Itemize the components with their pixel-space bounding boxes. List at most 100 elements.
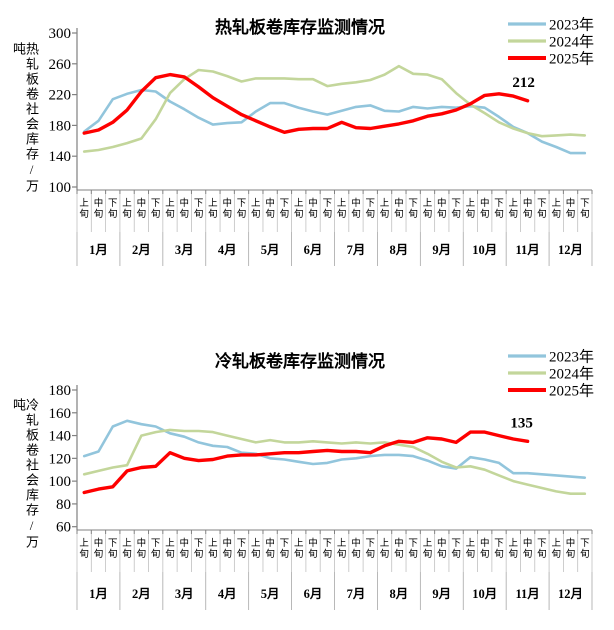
y-tick-label: 140 (49, 149, 72, 165)
series-line-2024年 (82, 64, 587, 153)
period-label: 中旬 (308, 197, 318, 220)
month-label: 2月 (132, 587, 151, 601)
month-label: 2月 (132, 243, 151, 257)
month-label: 9月 (432, 243, 451, 257)
y-tick-label: 100 (49, 180, 72, 196)
y-tick-label: 180 (49, 383, 72, 399)
period-label: 中旬 (94, 197, 104, 220)
period-label: 上旬 (509, 198, 519, 220)
month-label: 5月 (261, 243, 280, 257)
period-label: 中旬 (137, 197, 147, 220)
legend-label-2023年: 2023年 (549, 349, 594, 366)
period-label: 上旬 (165, 198, 175, 220)
legend-label-2025年: 2025年 (549, 383, 594, 400)
period-label: 下旬 (451, 199, 461, 220)
y-tick-label: 80 (56, 497, 71, 513)
month-label: 4月 (218, 587, 237, 601)
period-label: 下旬 (108, 539, 118, 560)
y-tick-label: 100 (49, 474, 72, 490)
period-label: 下旬 (494, 539, 504, 560)
period-label: 上旬 (294, 538, 304, 560)
month-label: 9月 (432, 587, 451, 601)
period-label: 下旬 (451, 539, 461, 560)
period-label: 上旬 (380, 198, 390, 220)
period-label: 下旬 (194, 199, 204, 220)
hot-rolled-y-axis-title: 热轧板卷社会库存/万吨 (11, 42, 39, 194)
series-line-2023年 (82, 419, 587, 479)
month-label: 6月 (304, 243, 323, 257)
period-label: 中旬 (180, 197, 190, 220)
hot-rolled-line-chart: 热轧板卷库存监测情况300260220180140100上旬中旬下旬上旬中旬下旬… (49, 17, 594, 266)
series-line-2023年 (82, 88, 587, 155)
period-label: 上旬 (251, 538, 261, 560)
period-label: 下旬 (151, 199, 161, 220)
period-label: 上旬 (337, 538, 347, 560)
y-tick-label: 60 (56, 520, 71, 536)
period-label: 上旬 (551, 538, 561, 560)
month-label: 12月 (558, 587, 583, 601)
period-label: 中旬 (351, 197, 361, 220)
series-line-2024年 (82, 428, 587, 495)
period-label: 下旬 (194, 539, 204, 560)
month-label: 10月 (472, 243, 497, 257)
period-label: 中旬 (523, 537, 533, 560)
period-label: 上旬 (122, 198, 132, 220)
month-label: 11月 (515, 587, 539, 601)
period-label: 下旬 (366, 539, 376, 560)
legend-label-2025年: 2025年 (549, 51, 594, 68)
month-label: 6月 (304, 587, 323, 601)
period-label: 中旬 (437, 537, 447, 560)
period-label: 下旬 (366, 199, 376, 220)
period-label: 上旬 (122, 538, 132, 560)
period-label: 下旬 (494, 199, 504, 220)
period-label: 中旬 (351, 537, 361, 560)
y-tick-label: 220 (49, 88, 72, 104)
period-label: 下旬 (151, 539, 161, 560)
period-label: 中旬 (480, 197, 490, 220)
month-label: 1月 (89, 587, 108, 601)
chart-title: 冷轧板卷库存监测情况 (215, 351, 385, 371)
series-line-2025年 (82, 72, 530, 135)
period-label: 上旬 (423, 538, 433, 560)
period-label: 下旬 (108, 199, 118, 220)
period-label: 上旬 (251, 198, 261, 220)
period-label: 下旬 (323, 199, 333, 220)
period-label: 下旬 (280, 539, 290, 560)
hot-rolled-chart-block: 热轧板卷社会库存/万吨 热轧板卷库存监测情况 300 260 220 180 140 100… (0, 0, 614, 310)
last-value-annotation: 212 (512, 75, 535, 91)
cold-rolled-y-axis-title: 冷轧板卷社会库存/万吨 (11, 398, 39, 550)
period-label: 中旬 (265, 537, 275, 560)
period-label: 中旬 (394, 197, 404, 220)
period-label: 中旬 (265, 197, 275, 220)
period-label: 中旬 (222, 197, 232, 220)
legend-label-2023年: 2023年 (549, 17, 594, 34)
period-label: 下旬 (323, 539, 333, 560)
period-label: 中旬 (566, 537, 576, 560)
month-label: 8月 (389, 243, 408, 257)
period-label: 下旬 (537, 199, 547, 220)
y-tick-label: 140 (49, 429, 72, 445)
y-tick-label: 180 (49, 118, 72, 134)
y-tick-label: 160 (49, 406, 72, 422)
period-label: 上旬 (423, 198, 433, 220)
legend-label-2024年: 2024年 (549, 366, 594, 383)
period-label: 上旬 (380, 538, 390, 560)
period-label: 中旬 (566, 197, 576, 220)
period-label: 下旬 (580, 199, 590, 220)
month-label: 12月 (558, 243, 583, 257)
period-label: 上旬 (208, 538, 218, 560)
month-label: 3月 (175, 587, 194, 601)
period-label: 上旬 (466, 198, 476, 220)
period-label: 上旬 (79, 198, 89, 220)
period-label: 上旬 (165, 538, 175, 560)
period-label: 上旬 (208, 198, 218, 220)
y-tick-label: 300 (49, 26, 72, 42)
period-label: 下旬 (237, 199, 247, 220)
month-label: 7月 (347, 243, 366, 257)
period-label: 上旬 (337, 198, 347, 220)
period-label: 中旬 (180, 537, 190, 560)
month-label: 11月 (515, 243, 539, 257)
period-label: 中旬 (394, 537, 404, 560)
period-label: 上旬 (466, 538, 476, 560)
cold-rolled-line-chart: 冷轧板卷库存监测情况1801601401201008060上旬中旬下旬上旬中旬下… (49, 349, 594, 610)
